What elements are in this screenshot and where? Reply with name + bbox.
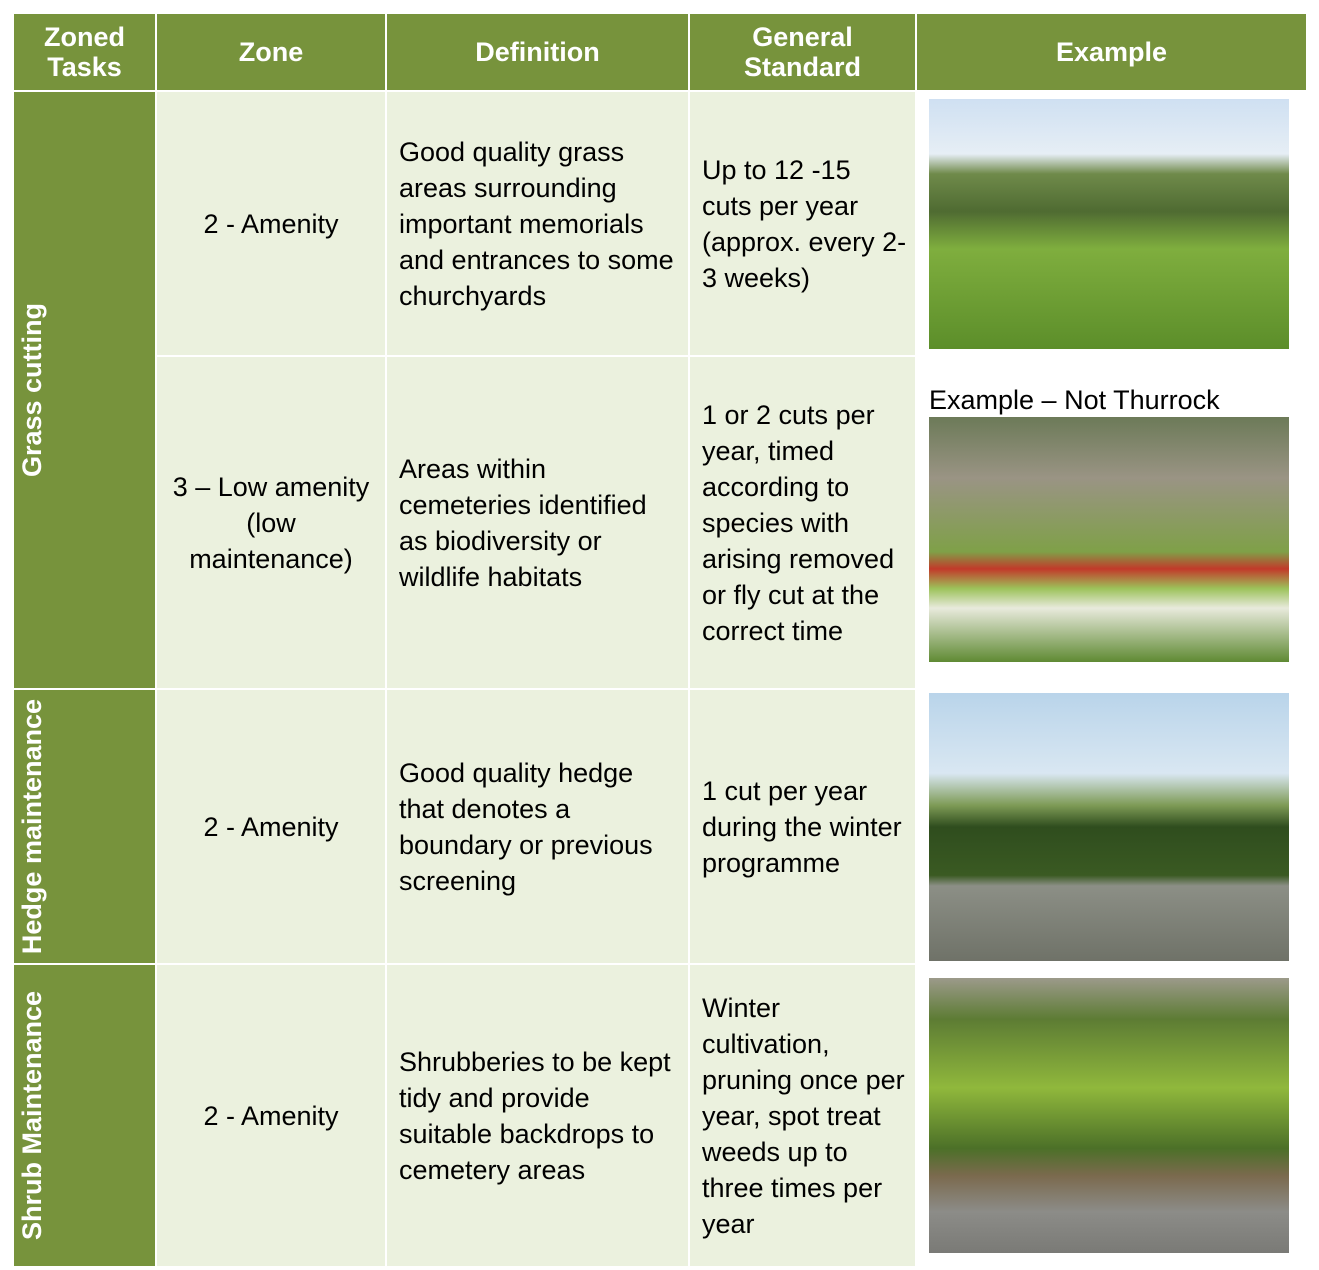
task-cell: Grass cutting [12, 90, 157, 690]
photo [929, 978, 1289, 1253]
photo [929, 417, 1289, 662]
example-cell [915, 688, 1308, 965]
standard-cell: 1 or 2 cuts per year, timed according to… [688, 355, 917, 690]
header-cell: Zoned Tasks [12, 12, 157, 92]
table-row: 3 – Low amenity (low maintenance) Areas w… [13, 355, 1308, 690]
table-body: Grass cutting 2 - Amenity Good quality gra… [12, 90, 1308, 1268]
table-row: Shrub Maintenance 2 - Amenity Shrubberies … [12, 963, 1308, 1268]
header-row: Zoned Tasks Zone Definition General Standar… [12, 12, 1308, 92]
table-row: Grass cutting 2 - Amenity Good quality gra… [12, 90, 1308, 690]
photo [929, 692, 1289, 961]
definition-cell: Good quality grass areas surrounding imp… [385, 90, 690, 357]
table-row: Hedge maintenance 2 - Amenity Good quality… [12, 688, 1308, 965]
definition-cell: Shrubberies to be kept tidy and provide … [385, 963, 690, 1268]
definition-cell: Areas within cemeteries identified as bi… [385, 355, 690, 690]
example-cell [915, 963, 1308, 1268]
header-cell: Zone [155, 12, 387, 92]
zone-cell: 2 - Amenity [155, 688, 387, 965]
task-cell: Shrub Maintenance [12, 963, 157, 1268]
example-caption: Example – Not Thurrock [929, 385, 1220, 415]
task-table: Zoned Tasks Zone Definition General Standar… [12, 12, 1308, 1268]
task-cell: Hedge maintenance [12, 688, 157, 965]
task-label: Shrub Maintenance [17, 990, 47, 1241]
header-cell: General Standard [688, 12, 917, 92]
example-cell: Example – Not Thurrock [915, 355, 1308, 690]
definition-cell: Good quality hedge that denotes a bounda… [385, 688, 690, 965]
header-cell: Example [915, 12, 1308, 92]
task-label: Hedge maintenance [17, 698, 47, 955]
example-cell [915, 90, 1308, 357]
zone-cell: 2 - Amenity [155, 963, 387, 1268]
photo [929, 98, 1289, 349]
standard-cell: Winter cultivation, pruning once per yea… [688, 963, 917, 1268]
task-label: Grass cutting [17, 302, 47, 478]
header-cell: Definition [385, 12, 690, 92]
standard-cell: 1 cut per year during the winter program… [688, 688, 917, 965]
standard-cell: Up to 12 -15 cuts per year (approx. ever… [688, 90, 917, 357]
zone-cell: 2 - Amenity [155, 90, 387, 357]
zone-cell: 3 – Low amenity (low maintenance) [155, 355, 387, 690]
